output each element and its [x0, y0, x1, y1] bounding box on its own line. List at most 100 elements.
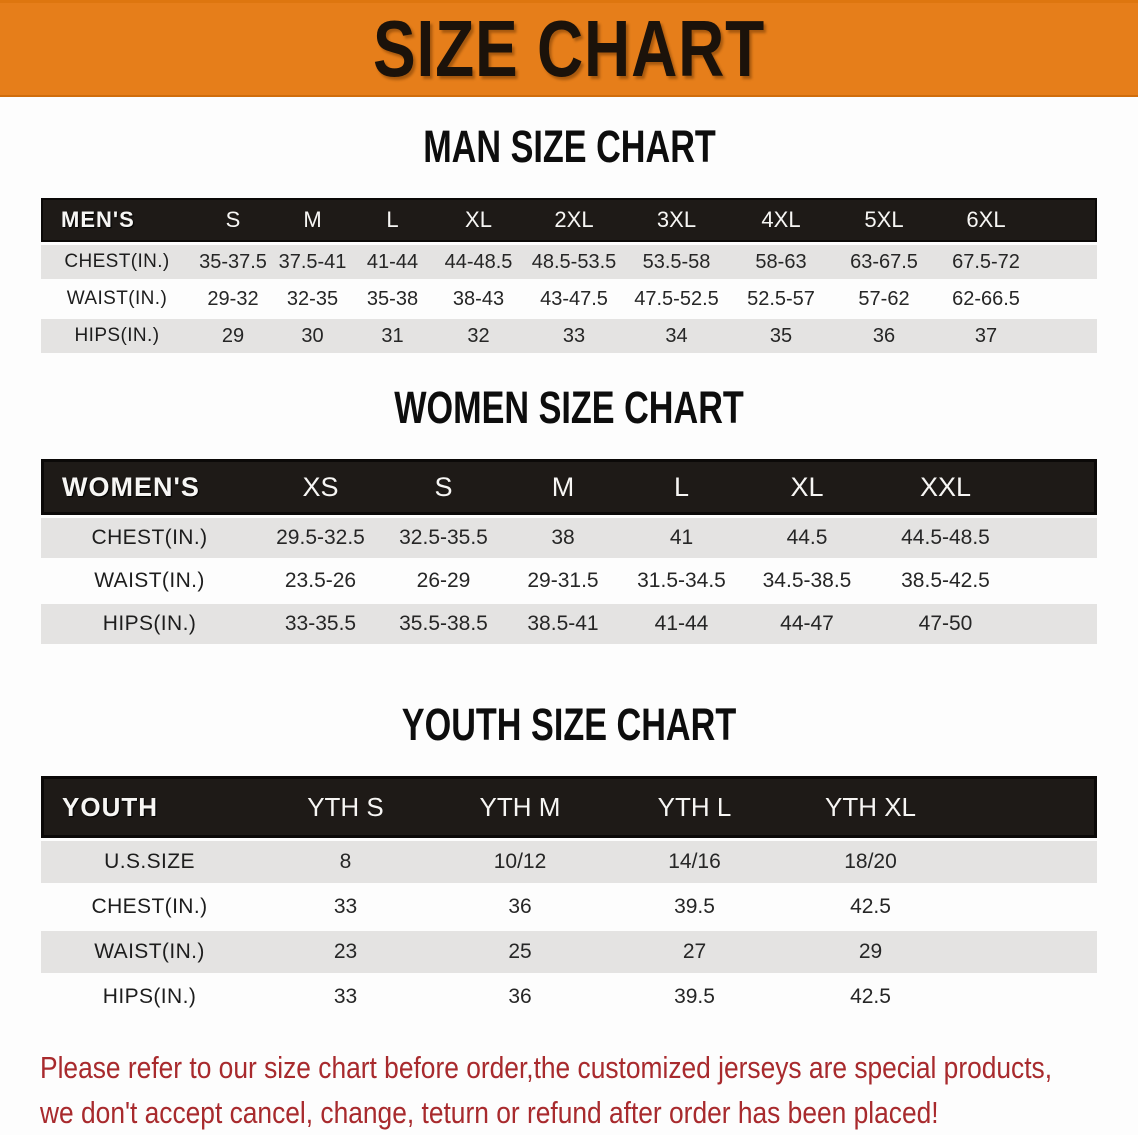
value-cell: 62-66.5	[952, 287, 1020, 310]
row-label-cell: HIPS(IN.)	[41, 604, 258, 644]
table-row: HIPS(IN.) 33 36 39.5 42.5	[41, 976, 1097, 1018]
value-cell: 23	[258, 931, 433, 973]
value-cell: 34.5-38.5	[762, 569, 852, 592]
row-label-cell: CHEST(IN.)	[41, 518, 258, 558]
value-cell: 39.5	[674, 985, 715, 1008]
value-cell: 42.5	[850, 985, 891, 1008]
table-row: CHEST(IN.) 29.5-32.5 32.5-35.5 38 41 44.…	[41, 518, 1097, 558]
table-row: CHEST(IN.) 33 36 39.5 42.5	[41, 886, 1097, 928]
value-cell: 43-47.5	[540, 287, 608, 310]
row-label-cell: HIPS(IN.)	[102, 985, 197, 1008]
youth-header-label: YOUTH	[41, 776, 258, 838]
row-label-cell: WAIST(IN.)	[94, 569, 205, 592]
womens-header-label: WOMEN'S	[41, 459, 258, 515]
column-header-cell: YTH XL	[782, 776, 959, 838]
mens-size-table: MEN'S S M L XL 2XL 3XL 4XL 5XL 6XL CHEST…	[41, 195, 1097, 356]
row-label-cell: CHEST(IN.)	[41, 245, 193, 279]
value-cell: 27	[607, 931, 782, 973]
column-header-cell: 6XL	[935, 198, 1037, 242]
value-cell: 41-44	[352, 245, 433, 279]
spacer-cell	[959, 931, 1097, 973]
column-header-cell: M	[504, 459, 622, 515]
value-cell: 36	[508, 895, 532, 918]
youth-section-heading: YOUTH SIZE CHART	[0, 701, 1138, 749]
value-cell: 25	[433, 931, 607, 973]
value-cell: 38-43	[452, 287, 505, 310]
value-cell: 48.5-53.5	[524, 245, 624, 279]
value-cell: 33	[333, 985, 358, 1008]
table-row: HIPS(IN.) 33-35.5 35.5-38.5 38.5-41 41-4…	[41, 604, 1097, 644]
value-cell: 41-44	[622, 604, 741, 644]
spacer-cell	[1018, 561, 1097, 601]
row-label-cell: WAIST(IN.)	[41, 931, 258, 973]
man-section-heading-text: MAN SIZE CHART	[422, 121, 716, 172]
value-cell: 32.5-35.5	[383, 518, 504, 558]
mens-header-row: MEN'S S M L XL 2XL 3XL 4XL 5XL 6XL	[41, 198, 1097, 242]
table-row: HIPS(IN.) 29 30 31 32 33 34 35 36 37	[41, 319, 1097, 353]
disclaimer-line-2: we don't accept cancel, change, teturn o…	[40, 1095, 939, 1130]
value-cell: 29-31.5	[527, 569, 599, 592]
spacer-cell	[959, 776, 1097, 838]
value-cell: 44.5-48.5	[873, 518, 1018, 558]
value-cell: 29	[782, 931, 959, 973]
value-cell: 38.5-41	[504, 604, 622, 644]
column-header-cell: L	[622, 459, 741, 515]
spacer-cell	[1018, 459, 1097, 515]
value-cell: 31	[352, 319, 433, 353]
man-section-heading: MAN SIZE CHART	[0, 123, 1138, 171]
women-section-heading-text: WOMEN SIZE CHART	[394, 382, 744, 433]
column-header-cell: YTH L	[607, 776, 782, 838]
value-cell: 41	[622, 518, 741, 558]
column-header-cell: XL	[433, 198, 524, 242]
spacer-cell	[1018, 604, 1097, 644]
value-cell: 33-35.5	[258, 604, 383, 644]
value-cell: 35-38	[366, 287, 419, 310]
table-row: WAIST(IN.) 23.5-26 26-29 29-31.5 31.5-34…	[41, 561, 1097, 601]
youth-header-row: YOUTH YTH S YTH M YTH L YTH XL	[41, 776, 1097, 838]
value-cell: 14/16	[607, 841, 782, 883]
column-header-cell: M	[273, 198, 352, 242]
table-row: WAIST(IN.) 23 25 27 29	[41, 931, 1097, 973]
column-header-cell: 4XL	[729, 198, 833, 242]
value-cell: 33	[333, 895, 358, 918]
value-cell: 29.5-32.5	[258, 518, 383, 558]
womens-header-row: WOMEN'S XS S M L XL XXL	[41, 459, 1097, 515]
spacer-cell	[1037, 282, 1097, 316]
value-cell: 10/12	[433, 841, 607, 883]
value-cell: 39.5	[674, 895, 715, 918]
value-cell: 31.5-34.5	[637, 569, 726, 592]
disclaimer: Please refer to our size chart before or…	[40, 1045, 1138, 1135]
size-chart-banner: SIZE CHART	[0, 0, 1138, 97]
row-label-cell: CHEST(IN.)	[91, 895, 208, 918]
column-header-cell: L	[352, 198, 433, 242]
value-cell: 58-63	[729, 245, 833, 279]
value-cell: 38.5-42.5	[901, 569, 990, 592]
value-cell: 35	[729, 319, 833, 353]
value-cell: 37	[935, 319, 1037, 353]
value-cell: 35.5-38.5	[383, 604, 504, 644]
column-header-cell: 2XL	[524, 198, 624, 242]
value-cell: 44-47	[741, 604, 873, 644]
value-cell: 23.5-26	[284, 569, 357, 592]
value-cell: 37.5-41	[273, 245, 352, 279]
column-header-cell: XL	[741, 459, 873, 515]
value-cell: 42.5	[850, 895, 891, 918]
value-cell: 36	[833, 319, 935, 353]
value-cell: 26-29	[416, 569, 471, 592]
spacer-cell	[959, 841, 1097, 883]
value-cell: 57-62	[858, 287, 910, 310]
column-header-cell: YTH S	[258, 776, 433, 838]
value-cell: 35-37.5	[193, 245, 273, 279]
value-cell: 18/20	[782, 841, 959, 883]
spacer-cell	[1037, 245, 1097, 279]
row-label-cell: HIPS(IN.)	[41, 319, 193, 353]
value-cell: 30	[273, 319, 352, 353]
column-header-cell: XXL	[873, 459, 1018, 515]
value-cell: 29-32	[207, 287, 259, 310]
table-row: WAIST(IN.) 29-32 32-35 35-38 38-43 43-47…	[41, 282, 1097, 316]
youth-section-heading-text: YOUTH SIZE CHART	[401, 699, 737, 750]
value-cell: 44-48.5	[433, 245, 524, 279]
spacer-cell	[1037, 198, 1097, 242]
value-cell: 38	[504, 518, 622, 558]
column-header-cell: S	[383, 459, 504, 515]
